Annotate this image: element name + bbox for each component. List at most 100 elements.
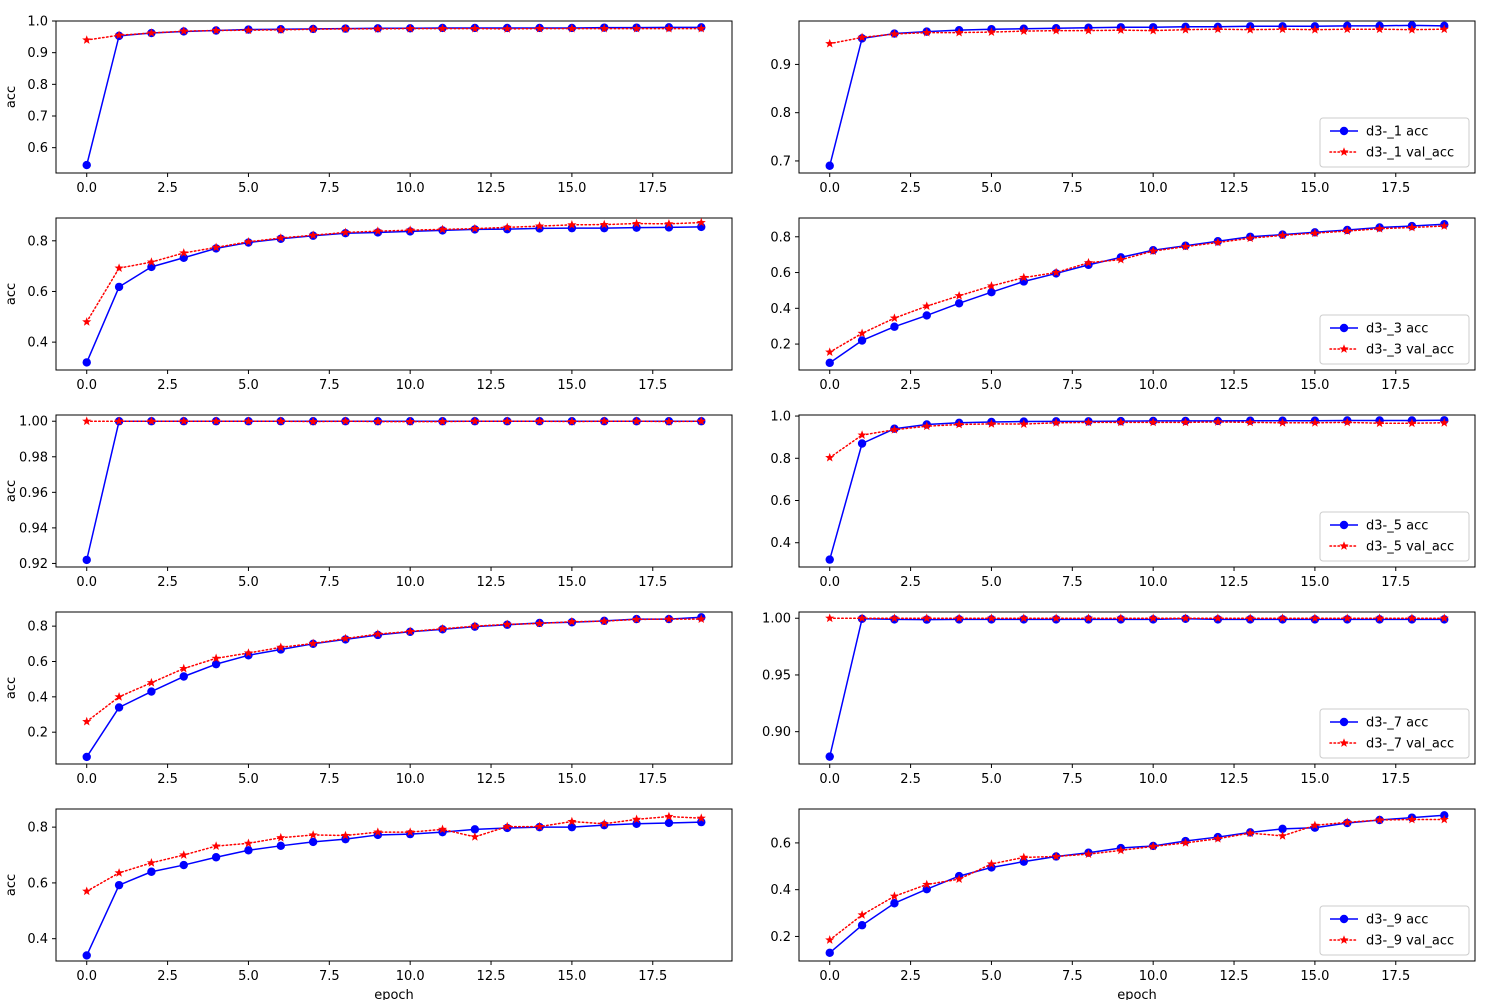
axes-frame	[55, 611, 733, 765]
data-point-val_acc	[857, 328, 867, 338]
subplot-3: 0.0 2.5 5.0 7.5 10.0 12.5 15.0 17.5 0.4 0.6 0.8 acc	[4, 217, 733, 393]
data-point-val_acc	[954, 27, 964, 37]
legend-entry: d3-_9 val_acc	[1329, 934, 1454, 949]
data-point-val_acc	[373, 629, 383, 638]
data-point-val_acc	[986, 613, 997, 623]
axes-frame	[798, 414, 1476, 568]
x-tick-label: 2.5	[900, 181, 921, 196]
data-point-val_acc	[437, 23, 448, 33]
data-point-val_acc	[502, 24, 512, 33]
x-tick-label: 12.5	[1220, 575, 1249, 590]
data-point-val_acc	[340, 227, 351, 237]
series-acc	[82, 222, 706, 367]
data-point-val_acc	[276, 642, 286, 652]
data-point-val_acc	[664, 219, 674, 228]
legend-label-val_acc: d3-_5 val_acc	[1366, 540, 1454, 555]
y-tick-label: 0.6	[27, 655, 48, 670]
data-point-val_acc	[437, 623, 448, 633]
x-tick-label: 12.5	[1220, 969, 1249, 984]
data-point-val_acc	[470, 23, 480, 33]
x-axis-label: epoch	[1117, 988, 1157, 1000]
legend-entry: d3-_5 val_acc	[1329, 540, 1454, 555]
data-point-val_acc	[534, 23, 545, 33]
y-tick-label: 0.2	[770, 338, 791, 353]
data-point-val_acc	[696, 23, 706, 33]
x-tick-label: 15.0	[1300, 575, 1329, 590]
x-tick-label: 10.0	[1139, 181, 1168, 196]
data-point-val_acc	[889, 891, 899, 901]
data-point-acc	[82, 358, 91, 367]
x-tick-label: 2.5	[157, 378, 178, 393]
data-point-acc	[82, 752, 91, 762]
data-point-val_acc	[1116, 845, 1126, 855]
plot-area	[82, 23, 706, 170]
data-point-val_acc	[1051, 25, 1061, 35]
y-tick-label: 0.6	[770, 836, 791, 851]
data-point-val_acc	[114, 692, 124, 701]
data-point-val_acc	[1116, 417, 1126, 427]
y-tick-label: 0.6	[770, 266, 791, 281]
data-point-acc	[857, 439, 867, 448]
data-point-val_acc	[437, 416, 448, 426]
series-line-val_acc	[828, 421, 1446, 459]
data-point-acc	[114, 703, 124, 712]
data-point-val_acc	[1439, 221, 1449, 230]
data-point-val_acc	[405, 827, 415, 837]
x-tick-label: 2.5	[157, 181, 178, 196]
plot-area	[825, 21, 1449, 170]
x-tick-label: 5.0	[238, 378, 259, 393]
data-point-val_acc	[308, 830, 318, 839]
data-point-val_acc	[146, 257, 156, 266]
legend-marker-acc	[1339, 323, 1349, 333]
data-point-val_acc	[664, 614, 674, 623]
data-point-val_acc	[340, 633, 351, 643]
data-point-val_acc	[599, 23, 609, 33]
legend-entry: d3-_3 acc	[1330, 322, 1428, 337]
y-axis-label: acc	[4, 874, 19, 896]
data-point-val_acc	[534, 221, 545, 230]
data-point-val_acc	[889, 613, 899, 623]
data-point-val_acc	[1407, 814, 1417, 824]
x-tick-label: 5.0	[981, 378, 1002, 393]
data-point-val_acc	[405, 416, 415, 426]
data-point-val_acc	[1439, 418, 1449, 427]
data-point-val_acc	[1051, 613, 1061, 623]
data-point-val_acc	[114, 868, 124, 877]
series-acc	[82, 613, 706, 762]
data-point-acc	[211, 853, 221, 862]
data-point-val_acc	[1245, 613, 1255, 623]
data-point-val_acc	[405, 626, 415, 636]
data-point-val_acc	[1083, 417, 1094, 427]
x-tick-label: 7.5	[319, 772, 340, 787]
legend-label-acc: d3-_1 acc	[1366, 125, 1428, 140]
legend: d3-_3 acc d3-_3 val_acc	[1319, 314, 1470, 365]
plot-area	[825, 613, 1449, 761]
x-tick-label: 7.5	[319, 378, 340, 393]
series-line-val_acc	[85, 27, 703, 41]
data-point-val_acc	[1019, 852, 1029, 862]
legend: d3-_5 acc d3-_5 val_acc	[1319, 511, 1470, 562]
x-tick-label: 12.5	[477, 969, 506, 984]
y-tick-label: 0.4	[27, 932, 48, 947]
x-tick-label: 0.0	[76, 969, 97, 984]
y-tick-label: 1.00	[19, 415, 48, 430]
legend-entry: d3-_7 val_acc	[1329, 737, 1454, 752]
data-point-acc	[567, 223, 577, 233]
y-tick-label: 0.6	[27, 285, 48, 300]
series-line-val_acc	[828, 225, 1446, 353]
y-tick-label: 0.95	[762, 668, 791, 683]
data-point-val_acc	[1083, 25, 1094, 35]
data-point-val_acc	[1083, 613, 1094, 623]
data-point-val_acc	[1375, 613, 1385, 623]
legend-marker-val_acc	[1339, 738, 1349, 747]
y-axis-label: acc	[4, 480, 19, 502]
x-tick-label: 7.5	[1062, 772, 1083, 787]
series-val_acc	[82, 416, 706, 426]
x-tick-label: 0.0	[819, 772, 840, 787]
x-tick-label: 17.5	[638, 378, 667, 393]
axes-frame	[798, 808, 1476, 962]
data-point-val_acc	[437, 824, 448, 834]
data-point-acc	[825, 358, 834, 368]
data-point-val_acc	[825, 613, 835, 623]
plot-area	[825, 811, 1449, 958]
